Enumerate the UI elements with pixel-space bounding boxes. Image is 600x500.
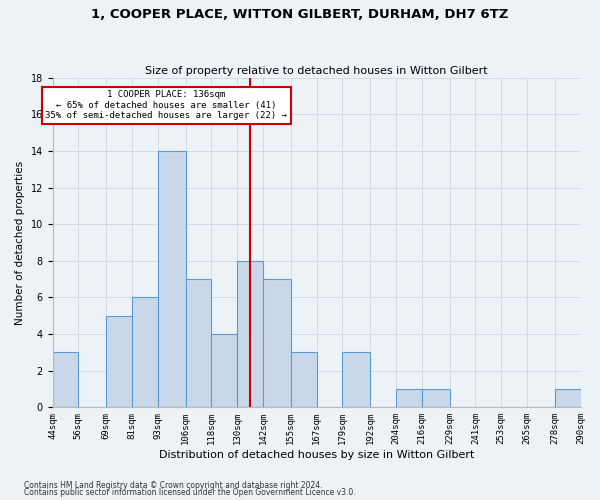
Text: Contains HM Land Registry data © Crown copyright and database right 2024.: Contains HM Land Registry data © Crown c… — [24, 480, 323, 490]
X-axis label: Distribution of detached houses by size in Witton Gilbert: Distribution of detached houses by size … — [159, 450, 474, 460]
Text: 1, COOPER PLACE, WITTON GILBERT, DURHAM, DH7 6TZ: 1, COOPER PLACE, WITTON GILBERT, DURHAM,… — [91, 8, 509, 20]
Y-axis label: Number of detached properties: Number of detached properties — [15, 160, 25, 324]
Bar — [106, 316, 132, 408]
Text: 1 COOPER PLACE: 136sqm
← 65% of detached houses are smaller (41)
35% of semi-det: 1 COOPER PLACE: 136sqm ← 65% of detached… — [46, 90, 287, 120]
Bar — [211, 334, 237, 407]
Bar — [291, 352, 317, 408]
Bar — [185, 279, 211, 407]
Bar — [263, 279, 291, 407]
Bar — [343, 352, 370, 408]
Bar — [158, 151, 185, 407]
Bar — [555, 389, 581, 407]
Title: Size of property relative to detached houses in Witton Gilbert: Size of property relative to detached ho… — [145, 66, 488, 76]
Bar — [132, 298, 158, 408]
Bar — [422, 389, 449, 407]
Bar — [237, 261, 263, 408]
Bar — [53, 352, 79, 408]
Text: Contains public sector information licensed under the Open Government Licence v3: Contains public sector information licen… — [24, 488, 356, 497]
Bar — [396, 389, 422, 407]
